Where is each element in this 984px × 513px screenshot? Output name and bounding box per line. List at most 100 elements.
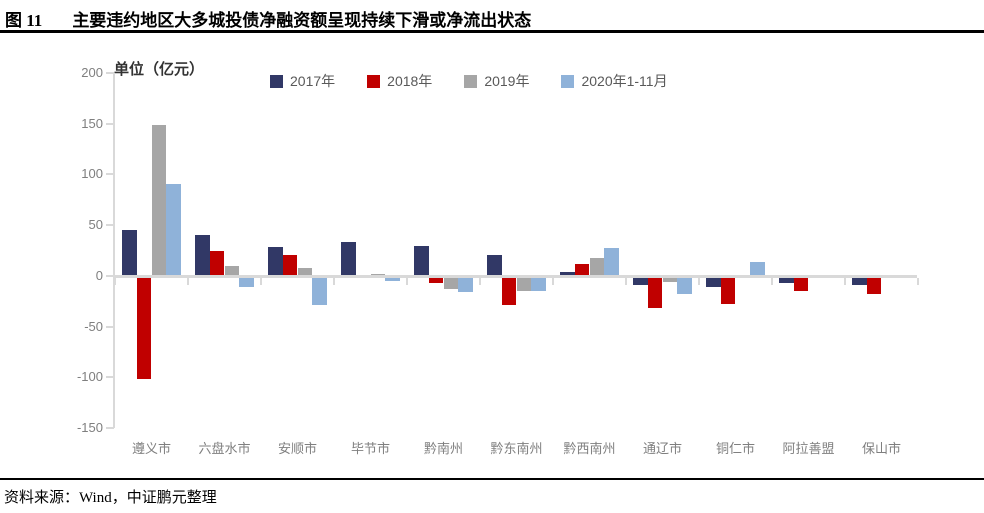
y-tick-label: 100 <box>81 166 103 182</box>
x-axis-label: 毕节市 <box>350 441 390 456</box>
bar <box>677 277 692 295</box>
bar <box>779 277 794 283</box>
x-axis-label: 安顺市 <box>277 441 317 456</box>
y-axis-tick <box>106 427 114 429</box>
legend-swatch <box>270 74 283 88</box>
category-boundary-tick <box>771 277 773 285</box>
y-tick-label: -150 <box>76 420 103 435</box>
bar <box>706 277 721 287</box>
bar <box>312 277 327 306</box>
bar <box>633 277 648 285</box>
bar <box>268 247 283 275</box>
footer-divider-line <box>0 478 984 480</box>
bar <box>458 277 473 293</box>
axis-unit-label: 单位（亿元） <box>114 61 205 78</box>
category-boundary-tick <box>625 277 627 285</box>
legend-swatch <box>367 74 381 88</box>
y-axis-tick <box>106 325 114 328</box>
x-axis-label: 阿拉善盟 <box>782 441 835 456</box>
x-axis-label: 黔东南州 <box>490 441 543 456</box>
legend-label: 2019年 <box>484 73 530 89</box>
bar <box>604 248 619 275</box>
title-divider-line <box>0 30 984 33</box>
category-boundary-tick <box>333 277 335 285</box>
bar <box>151 124 167 275</box>
chart-legend: 2017年 2018年 2019年 2020年1-11月 <box>270 71 668 91</box>
y-tick-label: -50 <box>84 318 103 334</box>
category-boundary-tick <box>114 277 116 285</box>
y-axis-line <box>113 73 115 428</box>
bar <box>195 235 210 275</box>
source-note: 资料来源：Wind，中证鹏元整理 <box>4 490 217 506</box>
bar <box>750 261 765 275</box>
legend-label: 2020年1-11月 <box>581 73 668 89</box>
x-axis-label: 六盘水市 <box>198 441 251 456</box>
bar <box>224 265 240 275</box>
y-tick-label: 50 <box>88 217 103 233</box>
bar <box>414 246 429 275</box>
legend-label: 2017年 <box>290 73 336 89</box>
bar <box>136 277 152 380</box>
legend-item: 2019年 <box>464 71 529 91</box>
y-axis-tick <box>106 224 114 227</box>
x-axis-label: 黔南州 <box>423 441 463 456</box>
bar <box>720 277 736 305</box>
y-axis-tick <box>106 72 114 74</box>
category-boundary-tick <box>844 277 846 285</box>
bar <box>662 277 678 282</box>
bar <box>443 277 459 289</box>
x-axis-label: 黔西南州 <box>563 441 616 456</box>
category-boundary-tick <box>552 277 554 285</box>
x-axis-label: 保山市 <box>861 441 901 456</box>
bar <box>487 254 502 275</box>
category-boundary-tick <box>187 277 189 285</box>
x-axis-label: 遵义市 <box>131 441 171 456</box>
y-tick-label: 0 <box>95 267 103 283</box>
legend-item: 2020年1-11月 <box>561 71 668 91</box>
bar <box>647 277 663 309</box>
bar <box>531 277 546 292</box>
bar <box>385 277 400 281</box>
y-axis-tick <box>106 122 114 125</box>
y-axis-tick <box>106 376 114 379</box>
category-boundary-tick <box>406 277 408 285</box>
category-boundary-tick <box>260 277 262 285</box>
y-tick-label: 200 <box>81 65 103 80</box>
bar <box>589 257 605 275</box>
bar <box>209 250 225 275</box>
bar <box>122 230 137 275</box>
y-axis-tick <box>106 173 114 176</box>
category-boundary-tick <box>479 277 481 285</box>
figure-title-row: 图 11 主要违约地区大多城投债净融资额呈现持续下滑或净流出状态 <box>5 6 531 31</box>
bar <box>866 277 882 295</box>
bar <box>239 277 254 287</box>
figure-title: 主要违约地区大多城投债净融资额呈现持续下滑或净流出状态 <box>72 11 532 30</box>
y-tick-label: -100 <box>76 369 103 385</box>
legend-item: 2017年 <box>270 71 335 91</box>
x-axis-label: 通辽市 <box>642 441 682 456</box>
legend-label: 2018年 <box>387 73 433 89</box>
bar <box>370 273 386 275</box>
bar <box>852 277 867 285</box>
category-boundary-tick <box>917 277 919 285</box>
legend-swatch <box>561 74 575 88</box>
category-boundary-tick <box>698 277 700 285</box>
bar <box>560 271 575 275</box>
figure-label: 图 11 <box>5 11 43 30</box>
bar <box>516 277 532 292</box>
y-tick-label: 150 <box>81 115 103 131</box>
bar <box>793 277 809 292</box>
legend-swatch <box>464 74 478 88</box>
legend-item: 2018年 <box>367 71 432 91</box>
bar <box>428 277 444 283</box>
bar <box>166 183 181 275</box>
y-axis-tick <box>106 274 114 277</box>
bar <box>574 263 590 275</box>
bar <box>341 242 356 275</box>
bar <box>297 267 313 275</box>
bar <box>501 277 517 306</box>
x-axis-label: 铜仁市 <box>715 441 755 456</box>
x-axis-zero-line <box>113 274 917 278</box>
